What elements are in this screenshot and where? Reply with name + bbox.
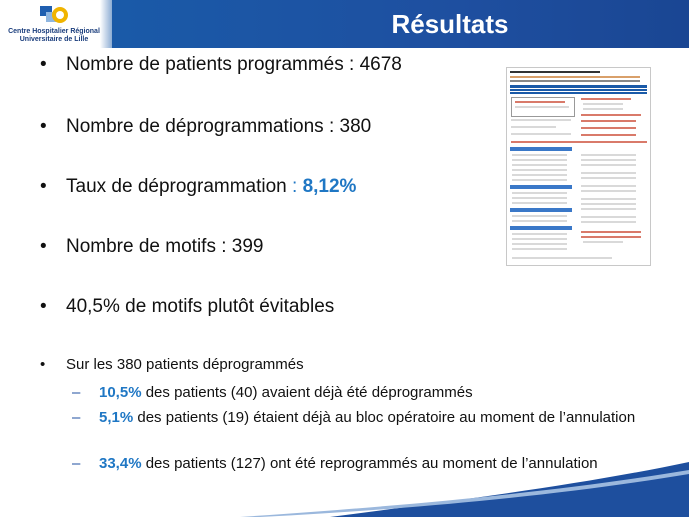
form-thumbnail [506,67,651,266]
form-line [581,159,636,161]
form-line [581,98,631,100]
form-line [581,114,641,116]
bullet-dot: • [40,54,47,75]
form-line [583,241,623,243]
form-line [581,203,636,205]
bullet-dot: • [40,116,47,137]
form-line [583,108,623,110]
form-line [581,134,636,136]
bullet-text: Taux de déprogrammation : 8,12% [66,176,356,198]
header: Centre Hospitalier Régional Universitair… [0,0,689,48]
bullet-text: Nombre de motifs : 399 [66,236,264,257]
bullet-dot: • [40,356,46,373]
form-line [512,202,567,204]
form-line [511,126,556,128]
form-line [512,179,567,181]
logo-line2: Universitaire de Lille [19,36,89,43]
form-line [512,233,567,235]
form-line [512,220,567,222]
sub-label: des patients (19) étaient déjà au bloc o… [133,409,636,426]
bullet-dot: • [40,176,47,197]
dash: – [72,455,81,472]
sub-item: – 33,4% des patients (127) ont été repro… [72,454,652,474]
form-line [511,141,647,143]
form-line [583,103,623,105]
sub-item: – 10,5% des patients (40) avaient déjà é… [72,383,652,403]
form-line [581,127,636,129]
header-band [112,0,689,48]
sub-label: des patients (40) avaient déjà été dépro… [141,384,473,401]
form-bar [510,147,572,151]
form-line [510,71,600,73]
bullet-text: Nombre de déprogrammations : 380 [66,116,372,137]
sub-text: 10,5% des patients (40) avaient déjà été… [99,383,659,402]
form-line [512,257,612,259]
form-line [512,248,567,250]
rate-colon: : [292,176,298,197]
form-bar [510,92,647,94]
form-line [581,154,636,156]
form-line [515,101,565,103]
form-line [581,177,636,179]
form-line [512,164,567,166]
form-line [512,169,567,171]
sub-value: 5,1% [99,409,134,426]
form-bar [510,89,647,91]
form-line [512,243,567,245]
form-line [510,80,640,82]
bullet-text: Nombre de patients programmés : 4678 [66,54,402,75]
page-title: Résultats [391,9,509,39]
form-line [581,172,636,174]
logo-text: Centre Hospitalier Régional Universitair… [8,28,100,44]
hospital-logo: Centre Hospitalier Régional Universitair… [8,4,100,44]
logo-icon [40,6,68,23]
sub-text: 33,4% des patients (127) ont été reprogr… [99,454,659,473]
form-line [512,154,567,156]
form-line [510,76,640,78]
form-line [581,208,636,210]
form-line [512,174,567,176]
sub-value: 33,4% [99,455,142,472]
rate-label: Taux de déprogrammation [66,176,293,197]
form-bar [510,208,572,212]
form-line [581,164,636,166]
form-line [511,133,571,135]
form-line [511,119,571,121]
rate-value: 8,12% [302,176,357,197]
form-line [581,120,636,122]
form-line [512,159,567,161]
form-line [581,231,641,233]
form-line [512,192,567,194]
form-line [581,190,636,192]
sub-text: 5,1% des patients (19) étaient déjà au b… [99,408,659,427]
form-line [512,238,567,240]
logo-line1: Centre Hospitalier Régional [8,28,100,35]
form-line [581,198,636,200]
form-bar [510,185,572,189]
form-line [515,106,569,108]
section-text: Sur les 380 patients déprogrammés [66,356,304,373]
form-line [581,216,636,218]
dash: – [72,409,81,426]
bullet-text: 40,5% de motifs plutôt évitables [66,296,335,317]
form-line [512,215,567,217]
form-bar [510,85,647,88]
form-line [581,221,636,223]
bullet-dot: • [40,296,47,317]
sub-value: 10,5% [99,384,142,401]
form-line [581,185,636,187]
sub-label: des patients (127) ont été reprogrammés … [141,455,598,472]
form-bar [510,226,572,230]
sub-item: – 5,1% des patients (19) étaient déjà au… [72,408,652,448]
form-line [512,197,567,199]
form-line [581,236,641,238]
bullet-dot: • [40,236,47,257]
dash: – [72,384,81,401]
